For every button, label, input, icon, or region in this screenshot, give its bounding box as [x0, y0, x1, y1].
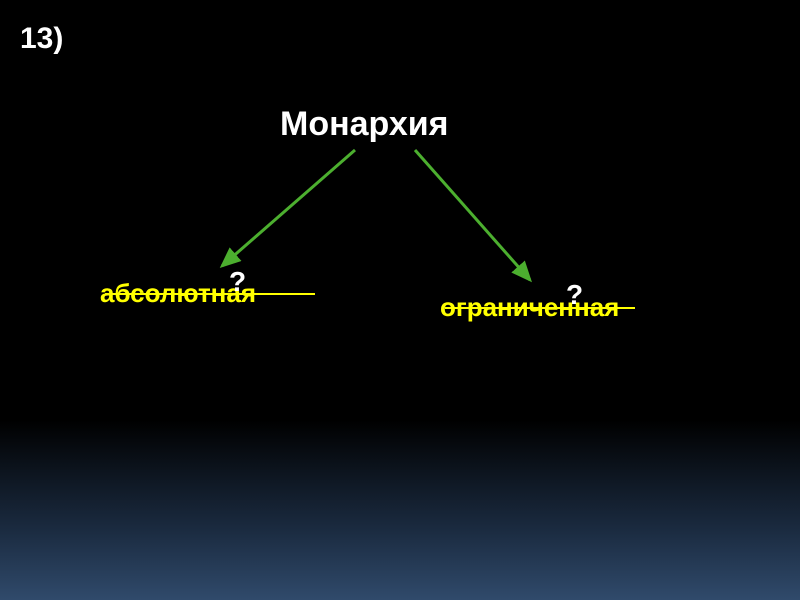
slide: 13) Монархия абсолютная ? ограниченная ?: [0, 0, 800, 600]
leaf-absolute-strike: [105, 293, 315, 295]
arrow-left: [222, 150, 355, 266]
leaf-limited-strike: [445, 307, 635, 309]
arrow-right: [415, 150, 530, 280]
